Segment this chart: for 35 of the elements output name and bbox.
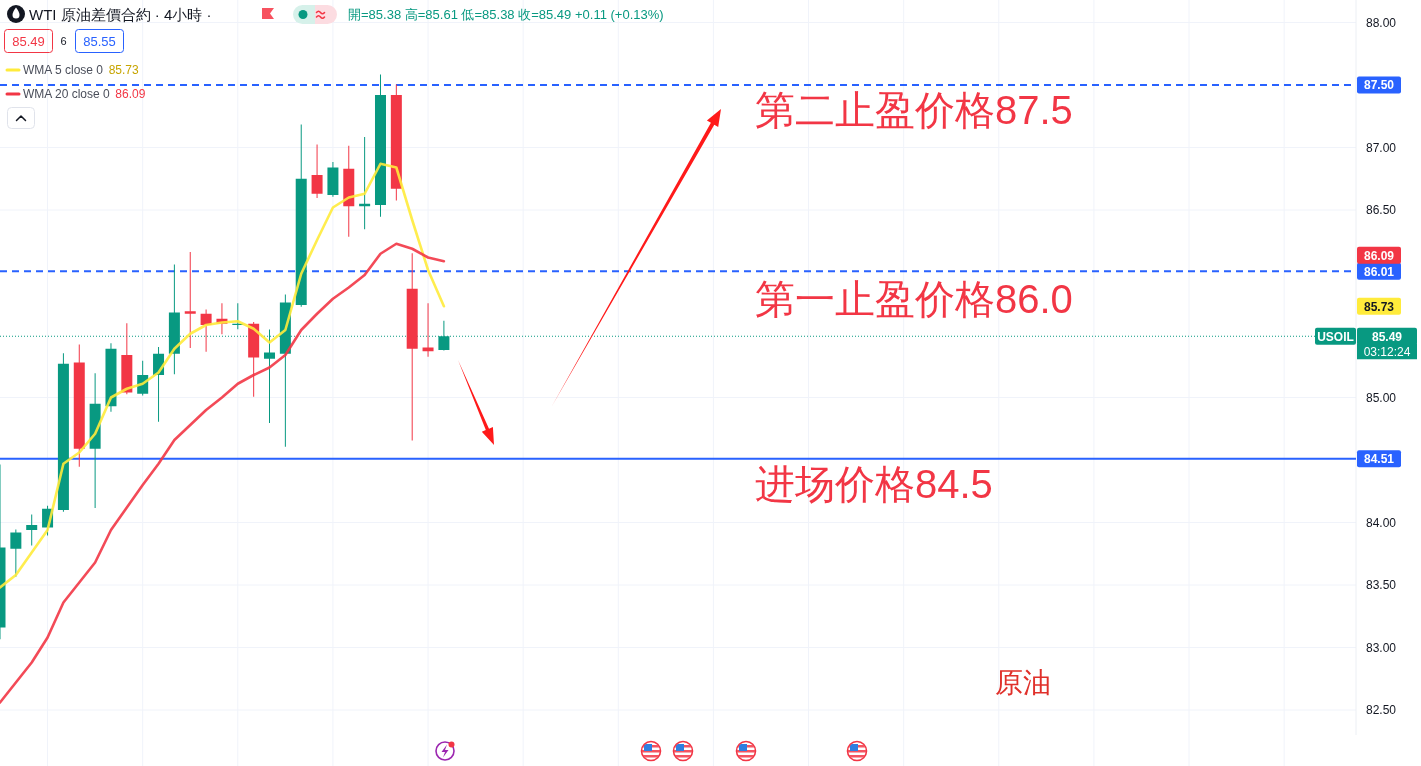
annotation: USOIL (1317, 329, 1354, 344)
line-series (0, 162, 446, 589)
y-tick-label: 85.00 (1365, 390, 1397, 405)
legend-label: WMA 5 close 0 (23, 63, 104, 77)
y-tick-label: 83.50 (1365, 578, 1397, 593)
candlestick (26, 514, 38, 546)
y-tick-label: 84.00 (1365, 515, 1397, 530)
ref-line-label: 87.50 (1363, 78, 1395, 93)
line-series (0, 242, 446, 704)
annotation: 第一止盈价格86.0 (755, 277, 1073, 321)
legend-label: WMA 20 close 0 (23, 87, 111, 101)
annotation: 第二止盈价格87.5 (755, 88, 1073, 132)
ref-line-label: 86.01 (1363, 264, 1395, 279)
annotation: 86.09 (115, 87, 146, 101)
candlestick (10, 529, 22, 577)
ref-line-label: 85.49 (1371, 329, 1403, 344)
annotation: 进场价格84.5 (755, 462, 993, 506)
text: 85.73 (1363, 299, 1395, 314)
annotation: 85.49 (12, 33, 45, 49)
ref-line-label: 84.51 (1363, 452, 1395, 467)
y-tick-label: 83.00 (1365, 640, 1397, 655)
candlestick (184, 252, 196, 348)
y-tick-label: 88.00 (1365, 15, 1397, 30)
text: 86.09 (1363, 248, 1395, 263)
y-tick-label: 86.50 (1365, 203, 1397, 218)
chart-title: WTI 原油差價合約 · 4小時 · (29, 6, 212, 23)
text: 03:12:24 (1363, 344, 1411, 359)
annotation: 85.73 (108, 63, 140, 77)
y-tick-label: 87.00 (1365, 140, 1397, 155)
text: 開=85.38 高=85.61 低=85.38 收=85.49 +0.11 (+0.13%) (348, 7, 664, 22)
candlestick (311, 144, 323, 198)
annotation: 85.55 (83, 33, 116, 49)
y-tick-label: 82.50 (1365, 703, 1397, 718)
annotation: 原油 (995, 667, 1051, 698)
annotation: 6 (60, 35, 67, 47)
